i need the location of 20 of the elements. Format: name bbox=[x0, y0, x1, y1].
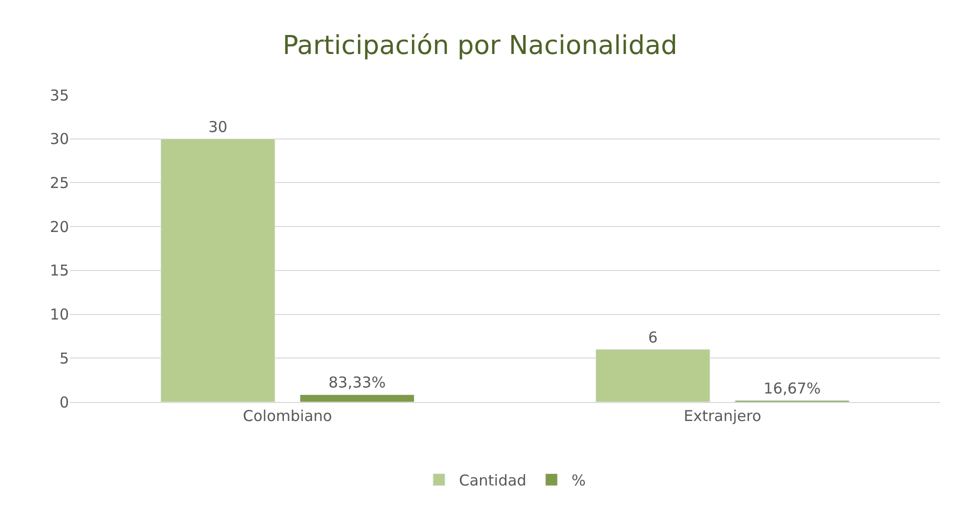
legend-label: Cantidad bbox=[459, 472, 526, 490]
y-tick-label: 30 bbox=[50, 130, 69, 148]
chart-title: Participación por Nacionalidad bbox=[282, 30, 678, 61]
y-tick-label: 0 bbox=[59, 393, 69, 412]
y-tick-label: 35 bbox=[50, 86, 69, 104]
data-label: 83,33% bbox=[328, 374, 386, 392]
y-tick-label: 15 bbox=[50, 262, 69, 280]
y-tick-label: 10 bbox=[50, 306, 69, 324]
bar bbox=[596, 349, 710, 402]
bar bbox=[160, 138, 276, 402]
data-label: 30 bbox=[208, 118, 228, 136]
legend-label: % bbox=[571, 472, 586, 490]
y-tick-label: 25 bbox=[50, 174, 69, 192]
y-tick-label: 20 bbox=[50, 218, 69, 236]
y-tick-label: 5 bbox=[59, 349, 69, 368]
data-label: 6 bbox=[648, 328, 658, 346]
x-tick-label: Colombiano bbox=[242, 407, 332, 425]
x-tick-label: Extranjero bbox=[684, 407, 762, 425]
bar bbox=[300, 394, 414, 402]
data-label: 16,67% bbox=[764, 380, 821, 398]
